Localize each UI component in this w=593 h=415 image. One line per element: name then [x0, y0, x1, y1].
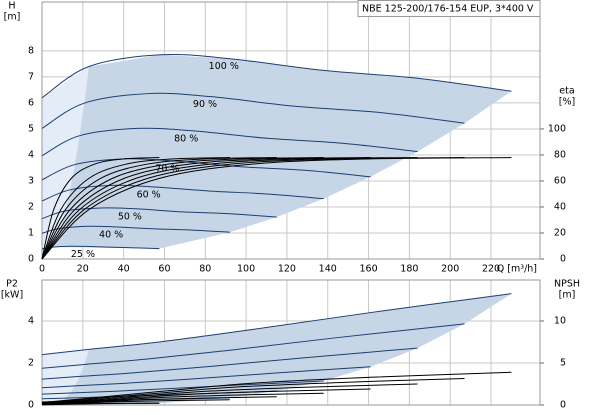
y2-axis-unit: [m]: [559, 290, 576, 301]
curve: [41, 323, 465, 369]
curve: [41, 366, 371, 389]
title-box: [357, 0, 541, 17]
x-tick-label: 80: [199, 264, 211, 275]
secondary-curve: [41, 157, 230, 260]
x-tick-label: 160: [359, 264, 377, 275]
secondary-curve: [41, 402, 160, 406]
curve: [41, 347, 418, 380]
x-axis-label: Q [m³/h]: [497, 264, 537, 275]
y-tick-label: 4: [28, 315, 34, 326]
curve: [41, 184, 324, 202]
shaded-area: [53, 54, 512, 249]
secondary-curve: [41, 392, 324, 405]
y-axis-label: H: [8, 1, 15, 12]
curve: [41, 158, 371, 181]
y2-tick-label: 5: [560, 357, 566, 368]
x-tick-label: 60: [158, 264, 170, 275]
curve-label: 40 %: [99, 230, 123, 241]
x-tick-label: 140: [319, 264, 337, 275]
x-tick-label: 40: [118, 264, 130, 275]
y-tick-label: 3: [28, 175, 34, 186]
curve-label: 70 %: [155, 163, 179, 174]
y-tick-label: 0: [28, 400, 34, 411]
shaded-area-light: [42, 349, 89, 405]
y-tick-label: 1: [28, 227, 34, 238]
curve: [41, 380, 324, 395]
x-tick-label: 20: [77, 264, 89, 275]
x-tick-label: 100: [237, 264, 255, 275]
chart-panel: 0 20 40 60 80 100 120 140 160 180 200 2200123456780…: [4, 0, 575, 275]
y-axis-unit: [kW]: [1, 290, 23, 301]
curve-label: 50 %: [118, 211, 142, 222]
x-tick-label: 120: [278, 264, 296, 275]
shaded-area: [53, 293, 512, 405]
secondary-curve: [41, 388, 371, 405]
curve: [41, 92, 465, 129]
curve-label: 60 %: [137, 189, 161, 200]
x-tick-label: 200: [441, 264, 459, 275]
shaded-area-light: [42, 66, 89, 249]
curve: [41, 207, 277, 220]
chart-title: NBE 125-200/176-154 EUP, 3*400 V: [362, 4, 534, 15]
plot-frame: [41, 279, 541, 406]
y2-tick-label: 80: [554, 149, 566, 160]
y2-axis-label: eta: [559, 85, 574, 96]
plot-frame: [41, 1, 541, 260]
y2-tick-label: 40: [554, 201, 566, 212]
curve: [41, 245, 160, 250]
y-tick-label: 0: [28, 254, 34, 265]
y-tick-label: 5: [28, 123, 34, 134]
y2-tick-label: 20: [554, 227, 566, 238]
secondary-curve: [41, 377, 465, 404]
x-tick-label: 180: [400, 264, 418, 275]
y-tick-label: 4: [28, 149, 34, 160]
y-tick-label: 2: [28, 201, 34, 212]
curve-label: 25 %: [71, 249, 95, 260]
curve: [41, 293, 512, 356]
curve-label: 80 %: [174, 133, 198, 144]
y-tick-label: 7: [28, 71, 34, 82]
y-axis-unit: [m]: [4, 12, 21, 23]
x-tick-label: 0: [39, 264, 45, 275]
y2-axis-unit: [%]: [559, 96, 575, 107]
secondary-curve: [41, 157, 160, 260]
secondary-curve: [41, 157, 371, 260]
y2-tick-label: 100: [548, 123, 566, 134]
chart-panel: 0 2 4 0 5 10 P2[kW] NPSH[m]: [1, 279, 580, 411]
curve: [41, 127, 418, 157]
x-tick-label: 220: [482, 264, 500, 275]
y2-axis-label: NPSH: [554, 279, 580, 290]
y-axis-label: P2: [6, 279, 18, 290]
curve-label: 100 %: [209, 61, 239, 72]
secondary-curve: [41, 157, 324, 260]
y2-tick-label: 0: [560, 254, 566, 265]
secondary-curve: [41, 157, 277, 260]
y2-tick-label: 0: [560, 400, 566, 411]
y2-tick-label: 10: [554, 315, 566, 326]
secondary-curve: [41, 383, 418, 404]
secondary-curve: [41, 371, 512, 403]
curve-label: 90 %: [193, 99, 217, 110]
y-tick-label: 2: [28, 357, 34, 368]
y2-tick-label: 60: [554, 175, 566, 186]
y-tick-label: 8: [28, 45, 34, 56]
curve: [41, 53, 512, 99]
y-tick-label: 6: [28, 97, 34, 108]
